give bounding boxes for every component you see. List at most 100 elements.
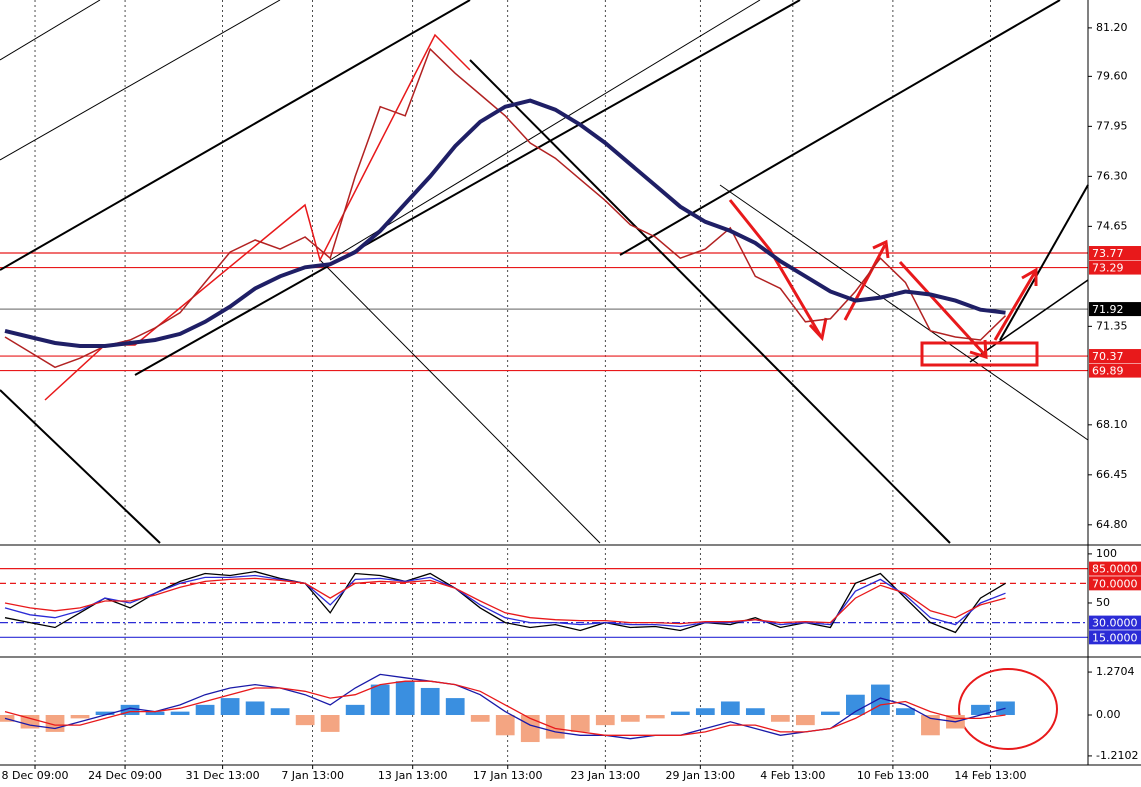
histogram-bar [70,715,90,719]
level-label-box [1089,615,1141,630]
histogram-bar [170,711,190,716]
trend-line [719,184,1089,441]
level-label: 30.0000 [1092,617,1138,630]
histogram-bar [195,704,215,716]
y-tick-label: 71.35 [1096,319,1128,332]
histogram-bar [971,704,990,716]
histogram-bar [620,715,640,722]
histogram-bar [270,708,290,716]
y-tick-label: 1.2704 [1096,665,1135,678]
trend-line [0,389,161,544]
histogram-bar [670,711,690,716]
histogram-bar [445,698,465,716]
histogram-bar [921,715,940,736]
y-tick-label: -1.2102 [1096,749,1138,762]
series-line [4,570,1006,634]
histogram-bar [295,715,315,726]
trend-line [329,0,761,261]
histogram-bar [745,708,765,716]
arrow [843,244,887,321]
trend-line [469,59,951,544]
level-label: 70.37 [1092,350,1124,363]
x-tick-label: 29 Jan 13:00 [665,769,735,782]
x-tick-label: 7 Jan 13:00 [281,769,344,782]
histogram-bar [320,715,340,732]
arrow-head [808,317,828,342]
y-tick-label: 66.45 [1096,468,1128,481]
histogram-bar [821,711,840,716]
histogram-bar [420,687,440,716]
trend-line [319,259,601,544]
histogram-bar [896,708,915,716]
histogram-bar [245,701,265,716]
level-label: 70.0000 [1092,577,1138,590]
series-line [4,577,1006,625]
histogram-bar [470,715,490,722]
trend-line [0,0,101,61]
level-label: 73.29 [1092,262,1124,275]
x-tick-label: 14 Feb 13:00 [954,769,1026,782]
trend-line [134,0,801,376]
x-tick-label: 24 Dec 09:00 [88,769,162,782]
arrow-head [872,239,890,259]
histogram-bar [220,698,240,716]
red-annotations [44,33,1058,750]
series-line [4,574,1006,628]
level-label-box [1089,302,1141,317]
x-tick-label: 17 Jan 13:00 [473,769,543,782]
x-tick-label: 31 Dec 13:00 [186,769,260,782]
y-tick-label: 100 [1096,547,1117,560]
histogram-bar [345,704,365,716]
histogram-bar [520,715,540,743]
y-tick-label: 79.60 [1096,69,1128,82]
x-tick-label: 8 Dec 09:00 [2,769,69,782]
arrow-head [1021,267,1038,286]
histogram-bar [370,684,390,716]
y-tick-label: 76.30 [1096,169,1128,182]
histogram-bar [145,711,165,716]
trend-line [0,0,281,161]
trend-line [0,0,471,271]
series-line [4,47,1007,369]
histogram-bar [570,715,590,732]
series-line [4,98,1006,348]
level-label-box [1089,246,1141,261]
level-label-box [1089,363,1141,378]
trend-line [999,184,1089,341]
level-label: 71.92 [1092,303,1124,316]
level-label: 69.89 [1092,365,1124,378]
background [0,0,1088,765]
histogram-bar [395,681,415,716]
histogram-bar [595,715,615,726]
histogram-bar [795,715,815,726]
y-tick-label: 77.95 [1096,119,1128,132]
histogram-bar [846,694,865,716]
histogram-bar [695,708,715,716]
histogram-bar [770,715,790,722]
arrow [993,271,1037,341]
trend-line [969,279,1089,363]
highlight-circle [958,668,1058,750]
x-tick-label: 13 Jan 13:00 [378,769,448,782]
level-label-box [1089,349,1141,364]
y-tick-label: 81.20 [1096,21,1128,34]
annotations [0,0,1089,544]
arrow [728,199,822,336]
x-tick-label: 10 Feb 13:00 [857,769,929,782]
level-label-box [1089,630,1141,645]
series-line [4,680,1006,736]
y-tick-label: 64.80 [1096,518,1128,531]
x-tick-label: 4 Feb 13:00 [760,769,825,782]
level-label: 73.77 [1092,247,1124,260]
histogram-bar [545,715,565,739]
series-line [4,673,1006,740]
level-label: 85.0000 [1092,563,1138,576]
y-tick-label: 68.10 [1096,418,1128,431]
highlight-box [920,341,1039,367]
level-label-box [1089,260,1141,275]
level-label: 15.0000 [1092,631,1138,644]
histogram-bar [95,711,115,716]
